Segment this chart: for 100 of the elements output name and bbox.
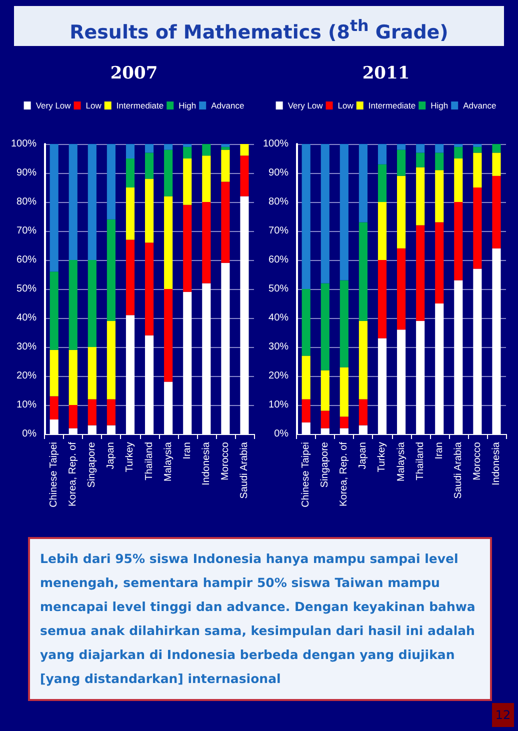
x-tick-label: Indonesia: [490, 442, 502, 486]
bar: [473, 146, 482, 153]
bar: [340, 416, 348, 428]
bar: [88, 399, 96, 426]
bar: [320, 283, 330, 370]
bar: [492, 176, 501, 248]
legend-label: Low: [338, 100, 354, 110]
bar: [68, 405, 78, 428]
bar: [50, 144, 58, 272]
bar: [397, 176, 406, 248]
x-tick-label: Japan: [358, 442, 369, 470]
bar: [221, 150, 230, 182]
x-tick-label: Thailand: [144, 442, 155, 480]
bar: [320, 144, 330, 284]
bar: [358, 399, 368, 426]
bar: [183, 204, 192, 292]
y-tick-label: 100%: [11, 138, 37, 150]
bar: [302, 289, 310, 356]
x-tick-label: Korea, Rep. of: [68, 442, 79, 506]
x-tick-label: Chinese Taipei: [48, 442, 60, 508]
bar: [164, 144, 173, 150]
bar: [340, 367, 348, 417]
bar: [435, 144, 444, 153]
bar: [221, 182, 230, 263]
bar: [340, 144, 348, 280]
bar: [302, 356, 310, 400]
x-tick-label: Saudi Arabia: [238, 442, 250, 499]
bar: [68, 350, 78, 405]
legend-label: Intermediate: [116, 100, 164, 110]
x-tick-label: Thailand: [414, 442, 426, 480]
y-tick-label: 40%: [268, 312, 289, 324]
bar: [164, 289, 173, 382]
bar: [473, 144, 482, 147]
y-tick-label: 0%: [274, 428, 289, 440]
y-tick-label: 10%: [16, 400, 37, 410]
bar: [183, 144, 192, 147]
x-tick-label: Japan: [106, 442, 117, 470]
y-tick-label: 0%: [22, 428, 37, 440]
bar: [240, 156, 249, 196]
y-tick-label: 80%: [16, 196, 37, 208]
bar: [50, 350, 58, 396]
bar: [126, 240, 135, 316]
x-tick-label: Indonesia: [200, 442, 212, 486]
bar: [106, 320, 116, 400]
bar: [378, 144, 387, 164]
x-tick-label: Morocco: [472, 442, 483, 480]
x-tick-label: Malaysia: [396, 442, 407, 482]
legend-label: Advance: [211, 100, 244, 110]
bar: [378, 164, 387, 202]
legend-label: Intermediate: [368, 100, 416, 110]
x-tick-label: Singapore: [320, 442, 331, 488]
y-tick-label: 30%: [268, 342, 289, 352]
bar: [416, 167, 425, 226]
y-tick-label: 100%: [263, 138, 289, 150]
bar: [88, 260, 96, 347]
bar: [492, 152, 501, 176]
legend-label: Advance: [463, 100, 496, 110]
bar: [221, 144, 230, 147]
bar: [50, 272, 58, 350]
bar: [473, 188, 482, 269]
bar: [302, 144, 310, 289]
bar: [416, 144, 425, 153]
bar: [106, 399, 116, 426]
bar: [88, 144, 96, 260]
y-tick-label: 50%: [16, 284, 37, 294]
x-tick-label: Malaysia: [162, 442, 174, 482]
x-tick-label: Korea, Rep. of: [338, 442, 350, 506]
bar: [340, 280, 348, 368]
x-tick-label: Chinese Taipei: [300, 442, 312, 508]
x-tick-label: Morocco: [220, 442, 231, 480]
y-tick-label: 70%: [16, 226, 37, 236]
bar: [358, 320, 368, 400]
text: Results of Mathematics (8$^{th}$ Grade): [14, 6, 504, 46]
x-tick-label: Iran: [434, 442, 445, 460]
x-tick-label: Turkey: [376, 442, 388, 472]
bar: [358, 144, 368, 222]
legend-label: Low: [86, 100, 102, 110]
legend-label: High: [430, 100, 448, 110]
bar: [435, 222, 444, 304]
bar: [202, 156, 211, 202]
text: Lebih dari 95% siswa Indonesia hanya mampu sampai level menengah, sementara hampir 50% siswa Taiwan mampu mencapai level tinggi dan advance. Dengan keyakinan bahwa semua anak dilahirkan sama, kesimpulan dari hasil ini adalah yang diajarkan di Indonesia berbeda dengan yang diujikan [yang distandarkan] internasional: [28, 537, 492, 701]
bar: [68, 144, 78, 260]
bar: [454, 146, 463, 158]
chart-title: 2007: [110, 64, 158, 84]
bar: [435, 170, 444, 222]
bar: [183, 146, 192, 158]
bar: [126, 144, 135, 158]
bar: [435, 152, 444, 170]
bar: [126, 188, 135, 240]
bar: [320, 410, 330, 428]
x-tick-label: Iran: [182, 442, 193, 460]
bar: [397, 144, 406, 150]
bar: [397, 248, 406, 330]
bar: [378, 260, 387, 338]
y-tick-label: 10%: [268, 400, 289, 410]
y-tick-label: 60%: [268, 254, 289, 266]
bar: [492, 144, 501, 153]
bar: [145, 144, 154, 153]
legend-label: Very Low: [36, 100, 72, 110]
y-tick-label: 50%: [268, 284, 289, 294]
